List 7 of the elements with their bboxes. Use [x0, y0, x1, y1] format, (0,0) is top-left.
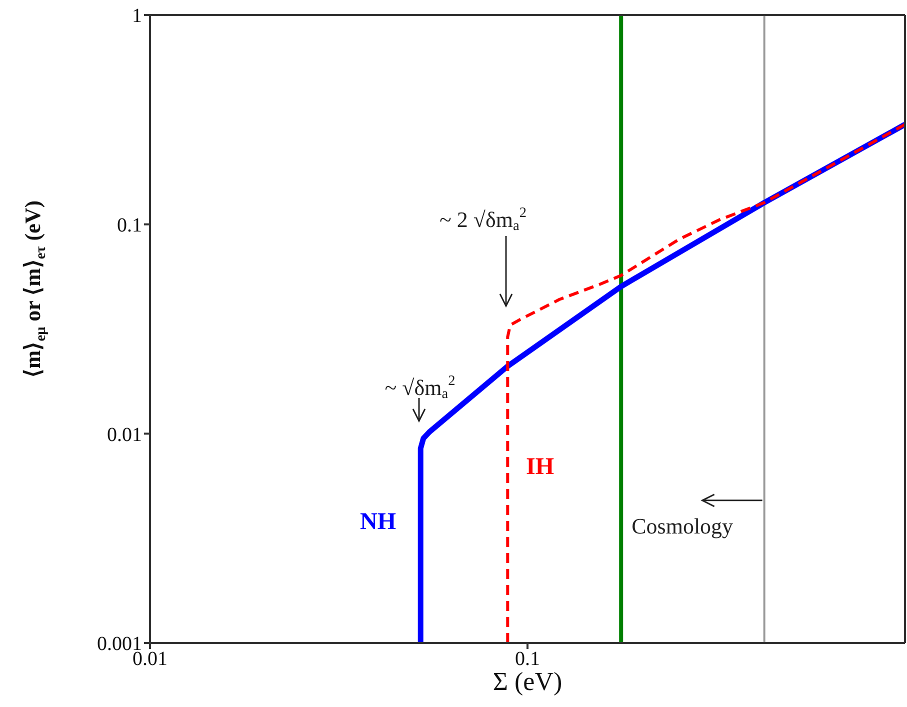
annotation: Cosmology	[632, 513, 734, 538]
y-tick-label: 1	[132, 5, 142, 28]
y-tick-label: 0.01	[107, 424, 142, 446]
y-tick-label: 0.1	[117, 214, 142, 236]
annotation: IH	[526, 454, 554, 480]
annotation: NH	[360, 508, 396, 535]
x-axis-title: Σ (eV)	[492, 667, 562, 696]
